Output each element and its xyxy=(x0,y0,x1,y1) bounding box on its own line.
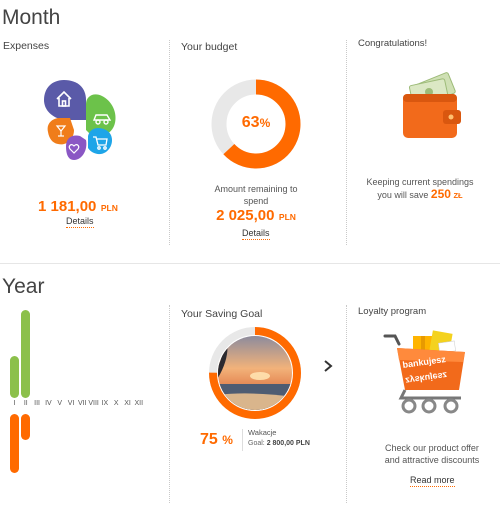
expenses-amount-value: 1 181,00 xyxy=(38,198,97,215)
year-title: Year xyxy=(2,275,45,298)
loyalty-text-line2: and attractive discounts xyxy=(384,455,480,465)
heart-icon xyxy=(68,144,80,154)
month-label: II xyxy=(23,400,28,407)
saving-percent-sign: % xyxy=(222,433,233,447)
month-label: III xyxy=(34,400,41,407)
income-bar xyxy=(21,310,31,398)
congrats-text-line2-label: you will save xyxy=(377,190,429,200)
budget-caption: Amount remaining to spend xyxy=(214,184,298,206)
budget-amount-currency: PLN xyxy=(278,212,296,222)
month-label: IV xyxy=(45,400,52,407)
saving-goal-amount: 2 800,00 PLN xyxy=(266,440,310,447)
saving-donut-arc xyxy=(209,327,301,419)
congrats-text: Keeping current spendings you will save … xyxy=(350,176,490,202)
heart-petal xyxy=(66,135,87,160)
saving-goal-name: Wakacje xyxy=(248,428,277,437)
budget-percent-sign: % xyxy=(259,116,271,130)
expenses-amount: 1 181,00 PLN xyxy=(38,198,118,216)
wallet-illustration xyxy=(403,72,461,138)
month-label: XII xyxy=(134,400,144,407)
saving-goal-donut xyxy=(209,327,301,419)
income-bar xyxy=(10,355,19,398)
gift-boxes-icon xyxy=(413,330,456,354)
budget-donut-arc xyxy=(211,79,301,169)
month-label: XI xyxy=(124,400,131,407)
loyalty-title: Loyalty program xyxy=(358,306,427,317)
budget-donut xyxy=(211,79,301,169)
budget-amount-value: 2 025,00 xyxy=(216,207,275,224)
congrats-save-currency: ZŁ xyxy=(453,191,463,200)
expenses-amount-currency: PLN xyxy=(100,203,118,213)
cart-petal xyxy=(88,128,112,155)
budget-details-link[interactable]: Details xyxy=(242,228,270,240)
shopping-cart-illustration: bankujesz zyskujesz xyxy=(383,330,465,414)
saving-percent-value: 75 xyxy=(200,431,218,448)
loyalty-text: Check our product offer and attractive d… xyxy=(360,442,500,466)
drink-icon xyxy=(55,125,67,137)
budget-amount: 2 025,00 PLN xyxy=(205,207,307,225)
expenses-details-link[interactable]: Details xyxy=(66,216,94,228)
cart-body-icon: bankujesz zyskujesz xyxy=(383,334,465,400)
month-label: VII xyxy=(78,400,87,407)
home-petal xyxy=(44,80,86,120)
congrats-text-line1: Keeping current spendings xyxy=(366,177,474,187)
saving-goal-label: Goal: xyxy=(248,440,265,447)
budget-percent-value: 63 xyxy=(241,114,260,131)
saving-goal-line: Goal: 2 800,00 PLN xyxy=(248,440,310,447)
month-label: V xyxy=(57,400,63,407)
month-label: X xyxy=(113,400,119,407)
month-label: VIII xyxy=(88,400,99,407)
congrats-title: Congratulations! xyxy=(358,38,428,49)
budget-title: Your budget xyxy=(181,41,238,53)
wallet-icon xyxy=(403,94,461,138)
month-label: I xyxy=(13,400,16,407)
expenses-title: Expenses xyxy=(3,40,50,52)
loyalty-text-line1: Check our product offer xyxy=(385,443,479,453)
congrats-save-amount: 250 xyxy=(430,187,451,201)
cart-icon xyxy=(93,136,108,150)
expense-bar xyxy=(21,414,31,441)
budget-percent: 63% xyxy=(210,114,302,132)
home-icon xyxy=(56,90,72,107)
month-label: IX xyxy=(101,400,109,407)
loyalty-read-more-link[interactable]: Read more xyxy=(410,475,455,487)
saving-percent: 75 % xyxy=(200,431,233,449)
vacation-photo xyxy=(218,336,292,410)
chevron-right-icon[interactable] xyxy=(322,359,334,373)
month-title: Month xyxy=(2,6,61,29)
car-icon xyxy=(92,114,112,125)
expenses-petal-chart[interactable] xyxy=(40,74,125,174)
cart-wheels-icon xyxy=(401,398,459,414)
year-bar-chart: I II III IV V VI VII VIII IX X XI XII xyxy=(10,300,160,473)
saving-title: Your Saving Goal xyxy=(181,308,263,320)
expense-bar xyxy=(10,414,19,473)
month-label: VI xyxy=(67,400,75,407)
congrats-text-line2: you will save 250 ZŁ xyxy=(350,188,490,202)
